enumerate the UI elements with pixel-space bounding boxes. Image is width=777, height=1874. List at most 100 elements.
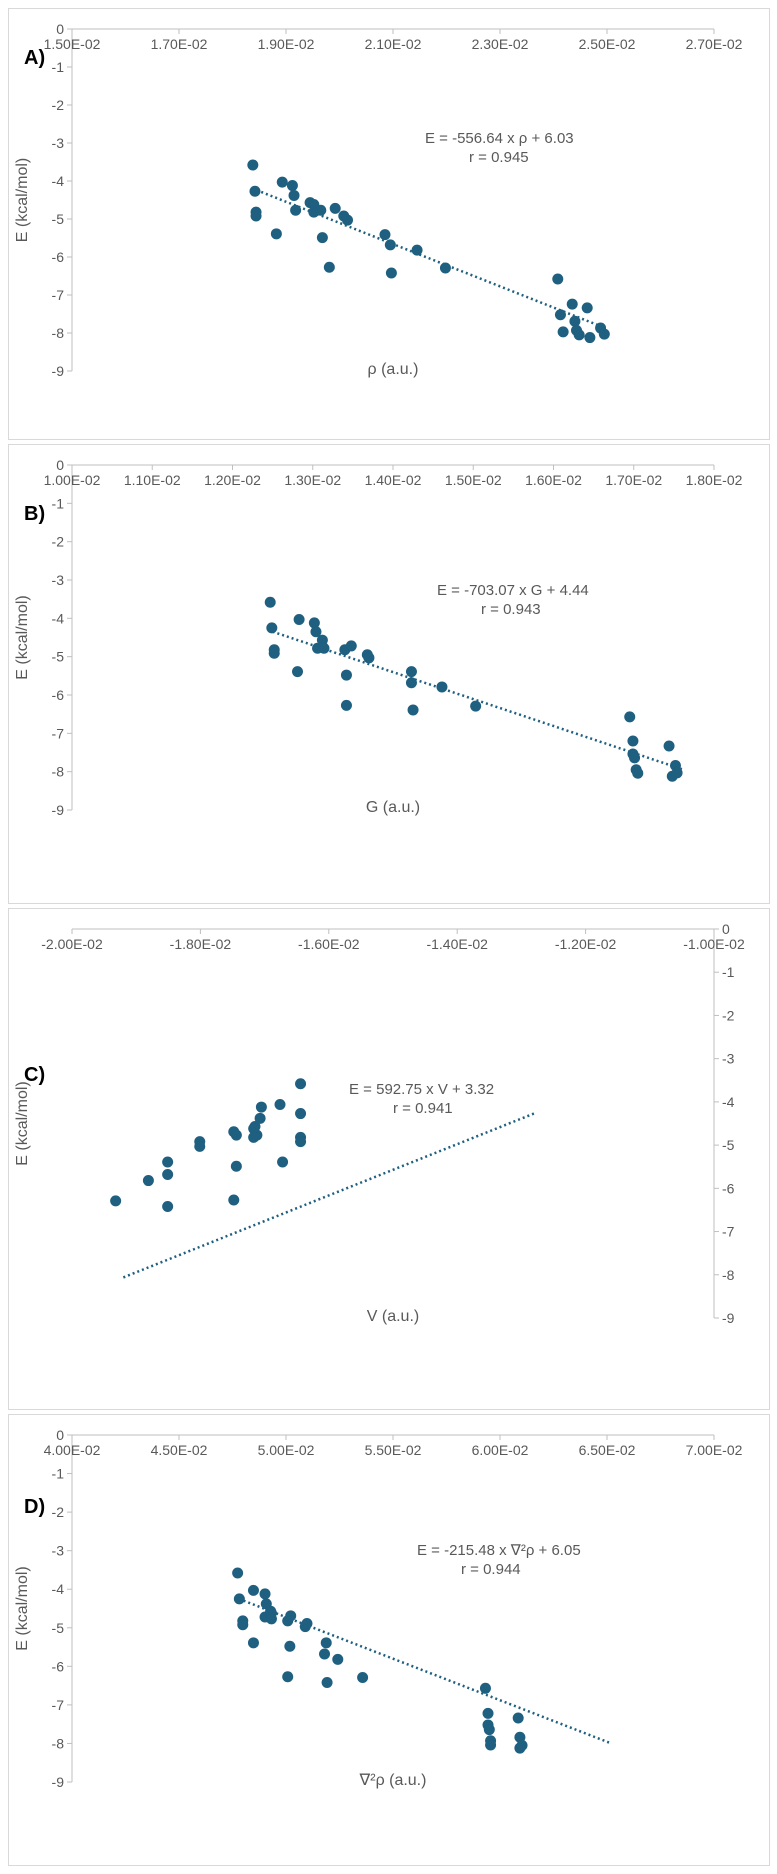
y-tick-label: -7: [722, 1224, 735, 1240]
data-point: [629, 752, 641, 764]
data-point: [329, 202, 341, 214]
y-tick-label: -2: [52, 1504, 65, 1520]
x-tick-label: 4.00E-02: [44, 1442, 101, 1458]
data-point: [265, 1613, 277, 1625]
y-tick-label: -4: [52, 610, 65, 626]
y-tick-label: -4: [52, 1581, 65, 1597]
data-point: [557, 326, 569, 338]
data-point: [385, 267, 397, 279]
data-point: [230, 1160, 242, 1172]
data-point: [411, 244, 423, 256]
data-point: [627, 735, 639, 747]
y-tick-label: -9: [52, 1774, 65, 1790]
y-tick-label: -1: [52, 1466, 65, 1482]
regression-equation: E = -556.64 x ρ + 6.03: [425, 130, 574, 147]
x-tick-label: 1.40E-02: [365, 472, 422, 488]
y-tick-label: -8: [52, 1735, 65, 1751]
data-point: [254, 1112, 266, 1124]
data-point: [345, 640, 357, 652]
data-point: [228, 1194, 240, 1206]
data-point: [569, 315, 581, 327]
scatter-chart-d: 4.00E-02 4.50E-02 5.00E-02 5.50E-02 6.00E-02…: [14, 1427, 743, 1790]
y-tick-label: -3: [52, 1543, 65, 1559]
data-point: [255, 1101, 267, 1113]
data-point: [162, 1169, 174, 1181]
data-point: [315, 204, 327, 216]
data-point: [316, 232, 328, 244]
data-point: [266, 622, 278, 634]
data-point: [228, 1126, 240, 1138]
data-point: [264, 596, 276, 608]
y-tick-label: -2: [52, 97, 65, 113]
data-point: [483, 1724, 495, 1736]
correlation-coefficient: r = 0.941: [393, 1100, 453, 1117]
x-tick-label: 1.70E-02: [605, 472, 662, 488]
data-point: [340, 669, 352, 681]
data-point: [285, 1610, 297, 1622]
x-tick-label: 1.60E-02: [525, 472, 582, 488]
data-point: [342, 214, 354, 226]
x-axis-title: G (a.u.): [366, 799, 420, 816]
y-tick-label: -9: [722, 1310, 735, 1326]
x-axis-title: ρ (a.u.): [368, 361, 419, 378]
data-point: [436, 681, 448, 693]
data-point: [233, 1593, 245, 1605]
y-tick-label: -1: [52, 59, 65, 75]
x-tick-label: 2.10E-02: [365, 36, 422, 52]
y-tick-label: -9: [52, 802, 65, 818]
x-tick-label: -1.60E-02: [298, 936, 360, 952]
data-point: [248, 1131, 260, 1143]
y-axis-title: E (kcal/mol): [14, 158, 31, 242]
y-tick-label: -7: [52, 287, 65, 303]
trendline: [238, 1597, 610, 1744]
chart-panel-c: -2.00E-02 -1.80E-02 -1.60E-02 -1.40E-02 -1.2…: [8, 908, 770, 1410]
data-point: [248, 1123, 260, 1135]
data-point: [295, 1108, 307, 1120]
y-tick-label: -8: [722, 1267, 735, 1283]
data-point: [232, 1567, 244, 1579]
data-point: [288, 189, 300, 201]
data-point: [276, 176, 288, 188]
x-tick-label: -1.20E-02: [555, 936, 617, 952]
trendline: [272, 630, 683, 771]
data-point: [247, 1637, 259, 1649]
x-tick-label: -1.00E-02: [683, 936, 745, 952]
data-point: [250, 210, 262, 222]
x-tick-label: 1.50E-02: [445, 472, 502, 488]
data-point: [512, 1712, 524, 1724]
y-tick-label: -6: [722, 1180, 735, 1196]
data-point: [295, 1136, 307, 1148]
x-tick-label: 1.90E-02: [258, 36, 315, 52]
data-point: [110, 1195, 122, 1207]
data-point: [268, 647, 280, 659]
y-tick-label: -6: [52, 249, 65, 265]
data-point: [290, 204, 302, 216]
panel-label: D): [24, 1496, 45, 1518]
x-axis-title: ∇²ρ (a.u.): [359, 1772, 427, 1789]
data-point: [340, 699, 352, 711]
data-point: [384, 239, 396, 251]
data-point: [379, 229, 391, 241]
y-tick-label: -8: [52, 764, 65, 780]
x-tick-label: 1.30E-02: [284, 472, 341, 488]
x-tick-label: 1.70E-02: [151, 36, 208, 52]
x-tick-label: 7.00E-02: [686, 1442, 743, 1458]
correlation-coefficient: r = 0.943: [481, 601, 541, 618]
data-point: [270, 228, 282, 240]
y-tick-label: -2: [52, 534, 65, 550]
data-point: [249, 185, 261, 197]
y-tick-label: -4: [722, 1094, 735, 1110]
y-tick-label: -1: [52, 495, 65, 511]
data-point: [282, 1671, 294, 1683]
data-point: [516, 1739, 528, 1751]
y-tick-label: -6: [52, 1658, 65, 1674]
data-point: [274, 1098, 286, 1110]
y-tick-label: -5: [722, 1137, 735, 1153]
panel-label: A): [24, 47, 45, 69]
chart-panel-d: 4.00E-02 4.50E-02 5.00E-02 5.50E-02 6.00E-02…: [8, 1414, 770, 1866]
data-point: [581, 302, 593, 314]
x-tick-label: 1.20E-02: [204, 472, 261, 488]
data-point: [482, 1707, 494, 1719]
data-point: [323, 261, 335, 273]
scatter-chart-a: 1.50E-02 1.70E-02 1.90E-02 2.10E-02 2.30E-02…: [14, 21, 743, 379]
